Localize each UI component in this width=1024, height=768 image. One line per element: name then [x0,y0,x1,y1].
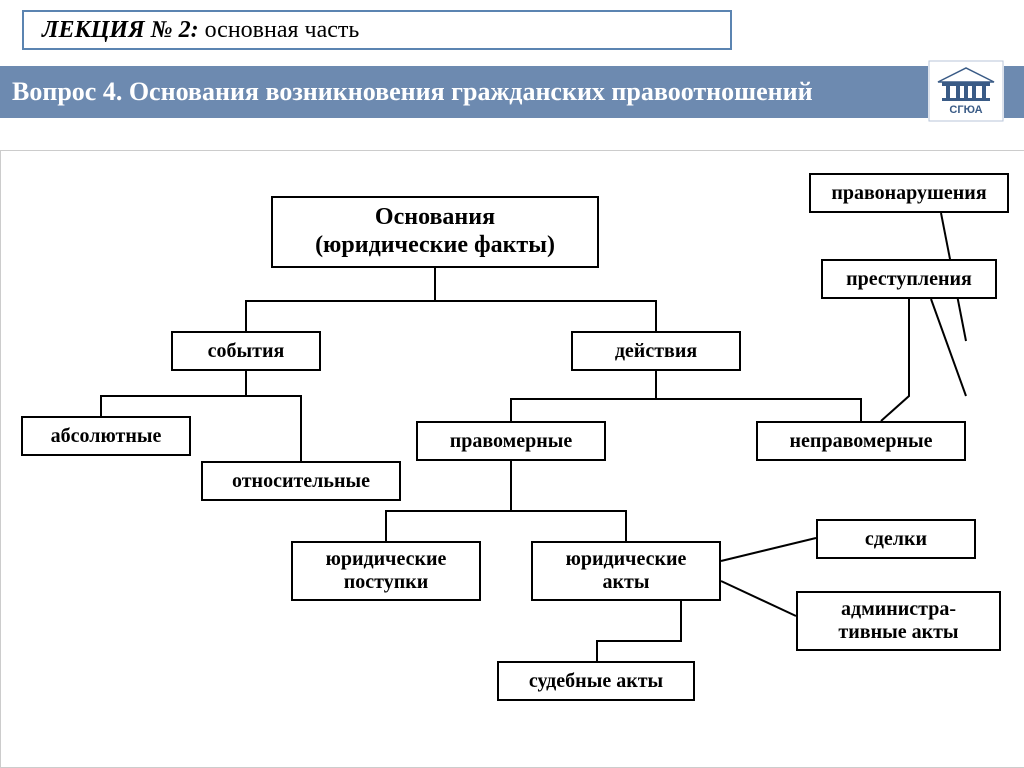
node-events: события [171,331,321,371]
node-relative: относительные [201,461,401,501]
question-bar: Вопрос 4. Основания возникновения гражда… [0,66,952,118]
lecture-part: основная часть [205,17,360,44]
svg-text:СГЮА: СГЮА [949,104,982,116]
edge [246,268,435,331]
logo: СГЮА [928,60,1004,122]
logo-icon: СГЮА [928,60,1004,122]
node-court_acts: судебные акты [497,661,695,701]
node-root: Основания(юридические факты) [271,196,599,268]
node-absolute: абсолютные [21,416,191,456]
edge [721,538,816,561]
edge [597,601,681,661]
node-lawful: правомерные [416,421,606,461]
diagram-area: Основания(юридические факты) события дейст… [0,150,1024,768]
node-legal_actions: юридическиепоступки [291,541,481,601]
node-unlawful: неправомерные [756,421,966,461]
edge [721,581,796,616]
edge [511,461,626,541]
question-text: Вопрос 4. Основания возникновения гражда… [12,77,813,107]
edge [386,461,511,541]
edge [511,371,656,421]
edge [246,371,301,461]
node-actions: действия [571,331,741,371]
lecture-title-bar: ЛЕКЦИЯ № 2: основная часть [22,10,732,50]
edge [881,299,909,421]
node-deals: сделки [816,519,976,559]
node-crimes: преступления [821,259,997,299]
side-strip [1004,66,1024,118]
node-legal_acts: юридическиеакты [531,541,721,601]
node-admin_acts: администра-тивные акты [796,591,1001,651]
node-offences: правонарушения [809,173,1009,213]
edge [435,268,656,331]
edge [656,371,861,421]
lecture-number: ЛЕКЦИЯ № 2: [42,17,199,44]
edge [101,371,246,416]
